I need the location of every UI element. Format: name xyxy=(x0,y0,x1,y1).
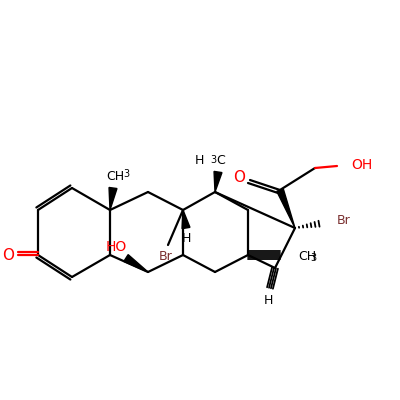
Text: O: O xyxy=(233,170,245,186)
Text: 3: 3 xyxy=(310,253,316,263)
Polygon shape xyxy=(214,172,222,192)
Polygon shape xyxy=(124,255,148,272)
Text: Br: Br xyxy=(337,214,351,228)
Text: H: H xyxy=(263,294,273,306)
Text: C: C xyxy=(217,154,225,166)
Text: CH: CH xyxy=(298,250,316,262)
Text: OH: OH xyxy=(351,158,372,172)
Text: HO: HO xyxy=(105,240,127,254)
Text: H: H xyxy=(195,154,204,166)
Text: 3: 3 xyxy=(210,155,216,165)
Polygon shape xyxy=(182,210,190,229)
Polygon shape xyxy=(109,188,117,210)
Polygon shape xyxy=(277,189,295,228)
Text: H: H xyxy=(181,232,191,244)
Text: O: O xyxy=(2,248,14,262)
Text: Br: Br xyxy=(159,250,173,264)
Text: CH: CH xyxy=(106,170,124,182)
Text: 3: 3 xyxy=(123,169,129,179)
